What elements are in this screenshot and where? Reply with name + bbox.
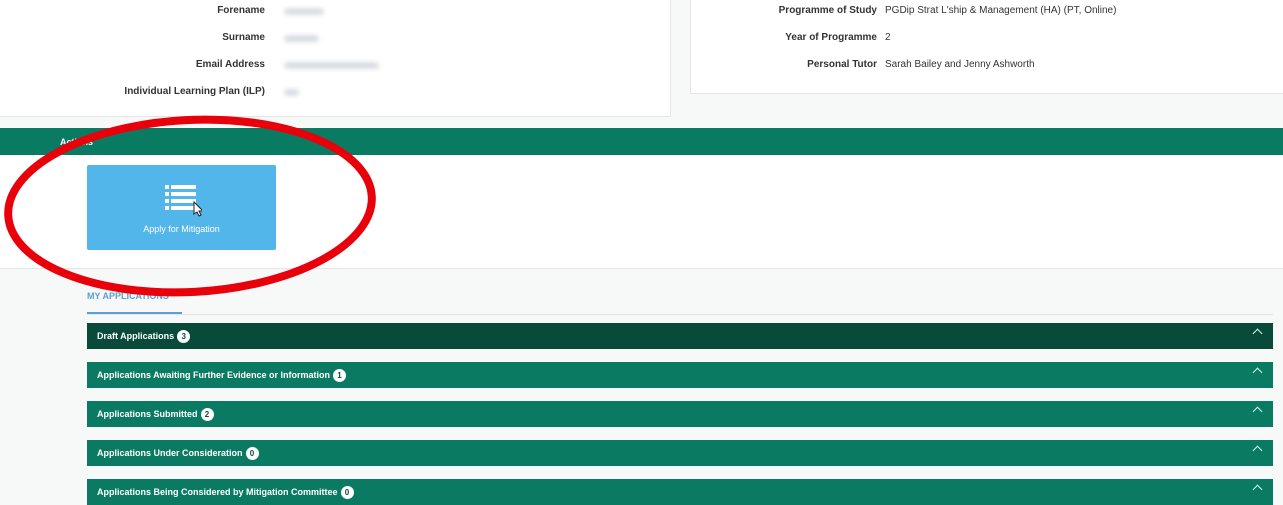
section-count: 0 — [246, 447, 259, 460]
section-title: Applications Awaiting Further Evidence o… — [97, 370, 330, 380]
section-count: 2 — [201, 408, 214, 421]
field-value: 2 — [885, 32, 891, 43]
field-label: Surname — [222, 32, 265, 43]
section-count: 3 — [177, 330, 190, 343]
section-title: Applications Submitted — [97, 409, 198, 419]
field-value-redacted — [284, 62, 379, 69]
section-title: Applications Under Consideration — [97, 448, 243, 458]
accordion-header[interactable]: Applications Being Considered by Mitigat… — [87, 479, 1273, 505]
chevron — [1253, 407, 1263, 417]
tab-rule — [87, 314, 1273, 315]
accordion-header[interactable]: Applications Awaiting Further Evidence o… — [87, 362, 1273, 388]
field-label: Personal Tutor — [807, 59, 877, 70]
field-label: Individual Learning Plan (ILP) — [124, 86, 265, 97]
section-count: 0 — [341, 486, 354, 499]
section-title: Draft Applications — [97, 331, 174, 341]
field-value-redacted — [284, 8, 324, 15]
field-label: Year of Programme — [785, 32, 877, 43]
field-label: Forename — [217, 5, 265, 16]
field-value: PGDip Strat L'ship & Management (HA) (PT… — [885, 5, 1116, 16]
field-label: Programme of Study — [779, 5, 877, 16]
chevron — [1253, 446, 1263, 456]
chevron — [1253, 485, 1263, 495]
field-value-redacted — [284, 35, 319, 42]
field-value-redacted — [284, 89, 299, 96]
field-value: Sarah Bailey and Jenny Ashworth — [885, 59, 1035, 70]
page: Actions Apply for Mitigation MY APPLICAT… — [0, 0, 1283, 503]
field-label: Email Address — [196, 59, 265, 70]
section-count: 1 — [333, 369, 346, 382]
chevron — [1253, 368, 1263, 378]
section-title: Applications Being Considered by Mitigat… — [97, 487, 338, 497]
highlight-ellipse — [0, 100, 400, 310]
chevron — [1253, 329, 1263, 339]
